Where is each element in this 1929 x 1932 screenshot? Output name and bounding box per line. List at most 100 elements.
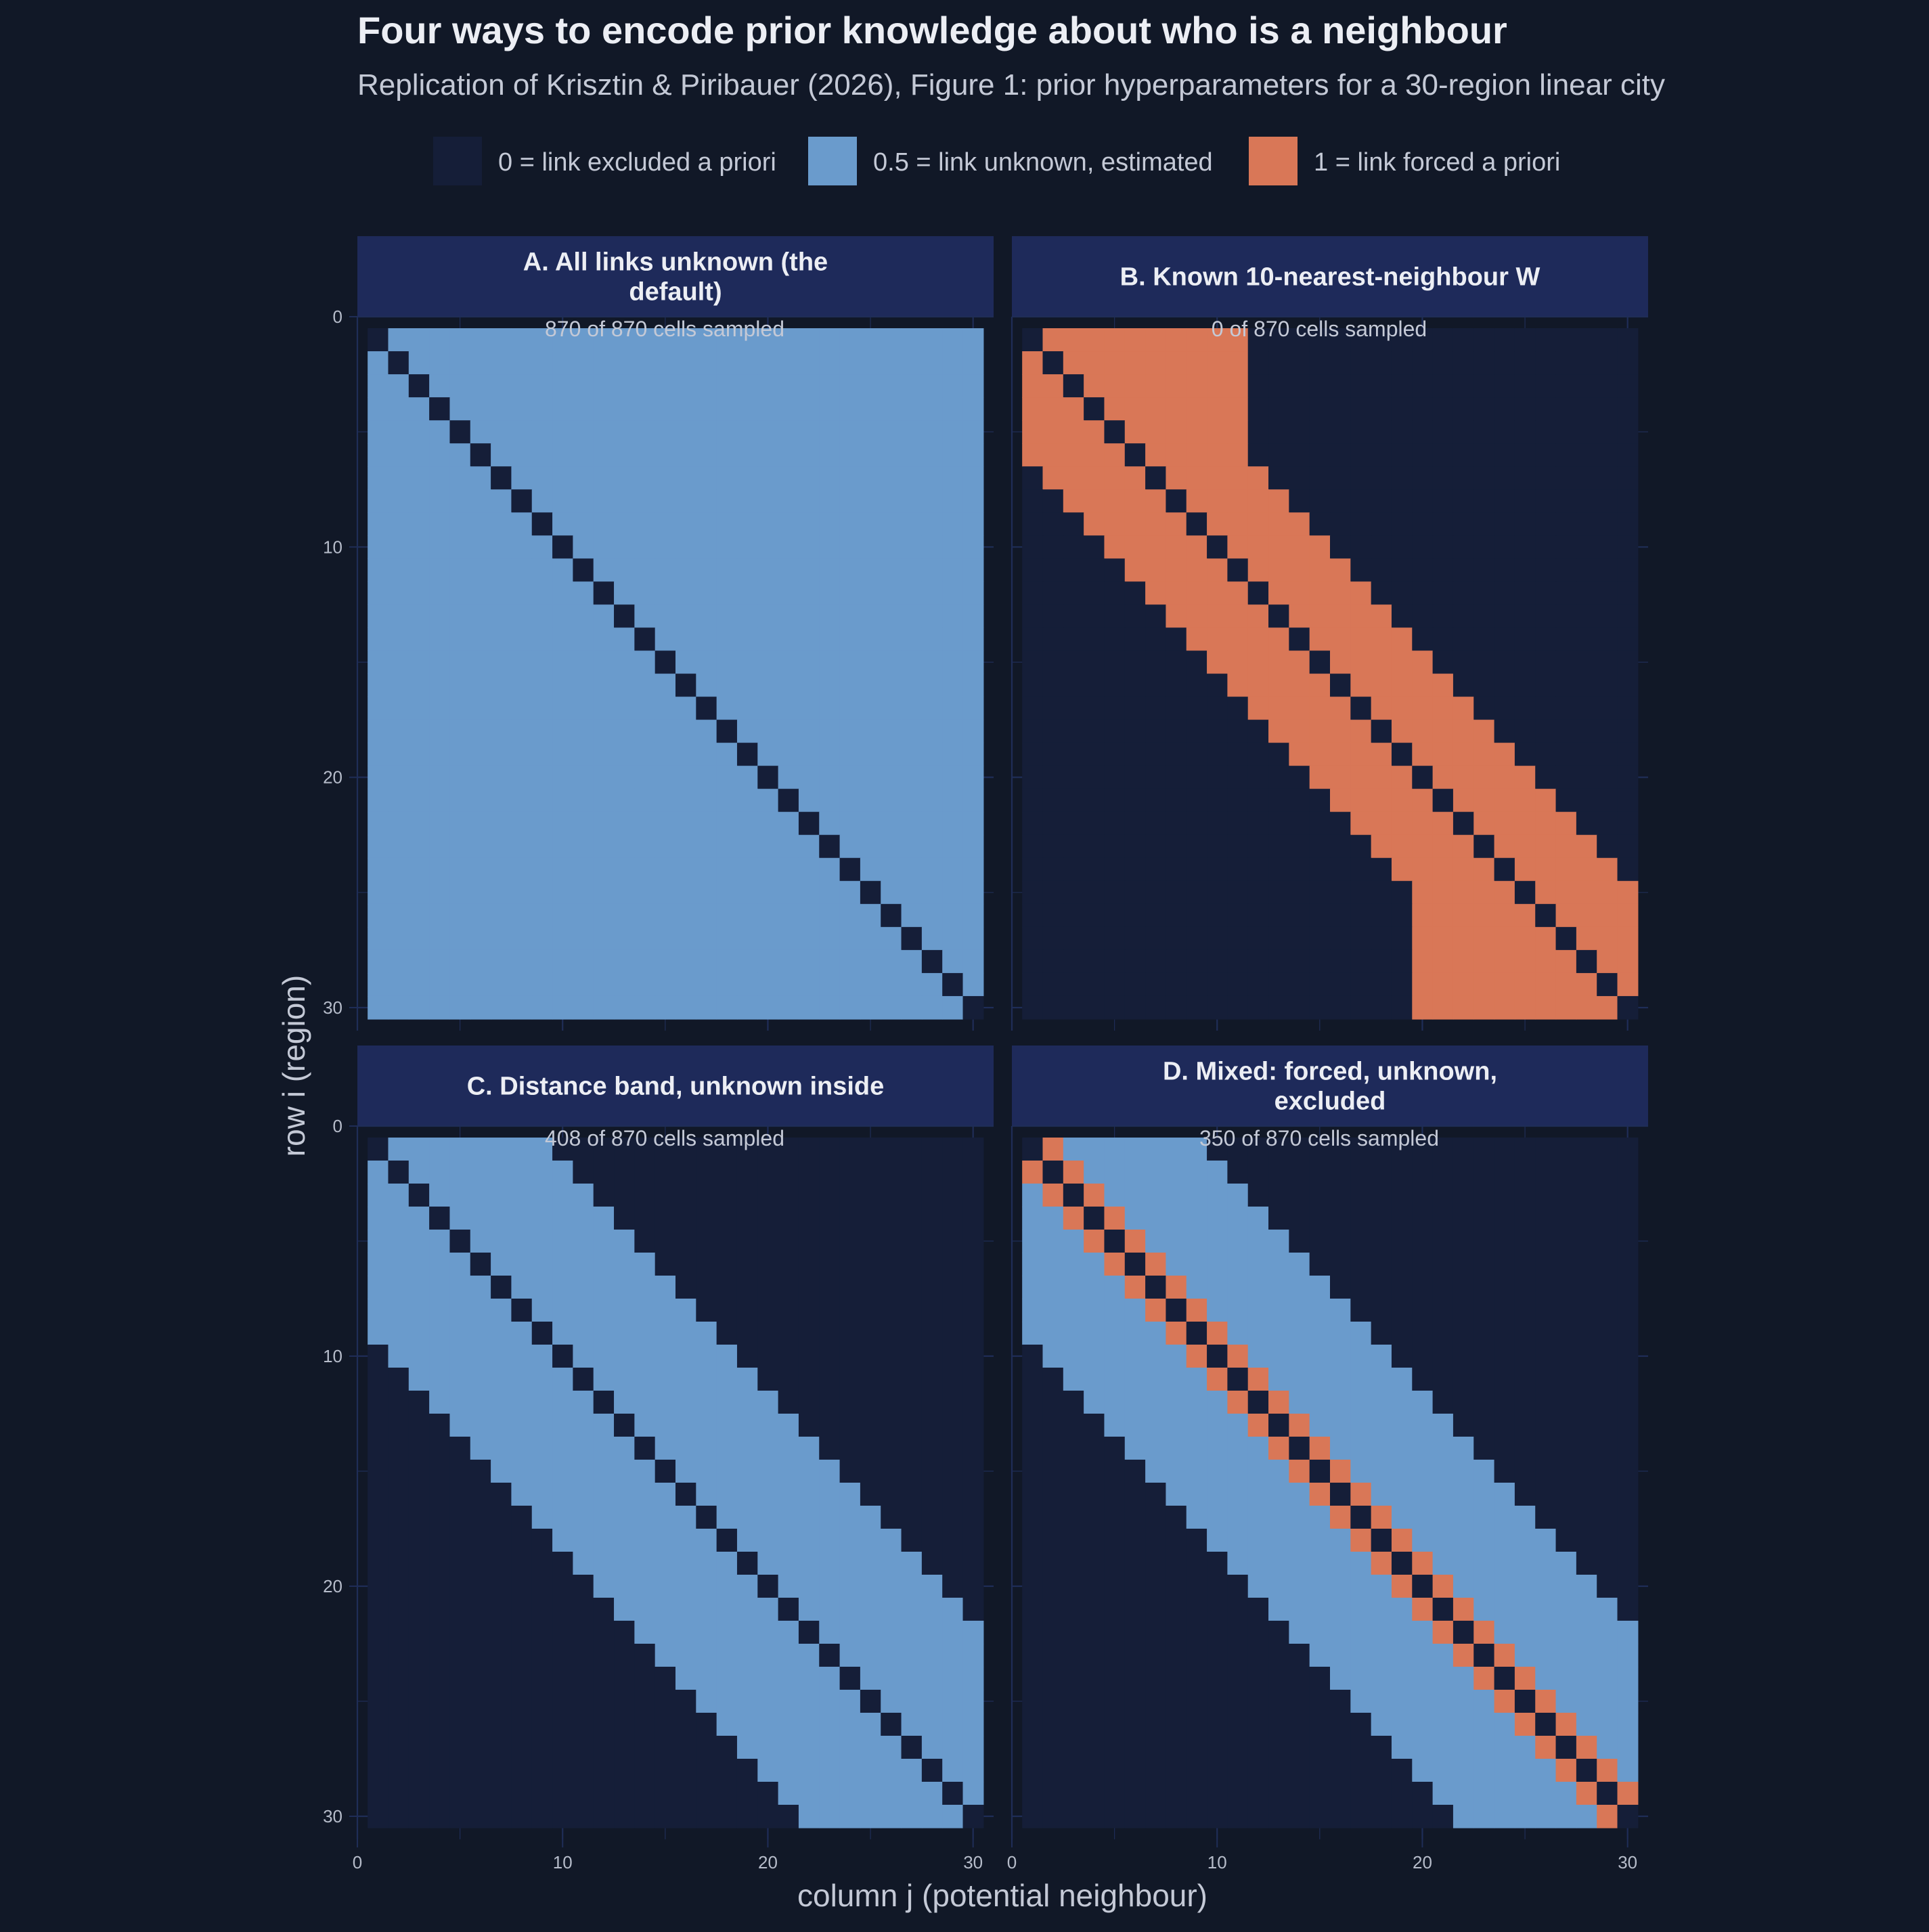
heatmap-cell: [368, 857, 389, 882]
heatmap-cell: [1022, 535, 1044, 559]
heatmap-cell: [716, 1713, 738, 1736]
heatmap-cell: [552, 926, 573, 951]
heatmap-cell: [778, 1506, 799, 1529]
heatmap-cell: [1084, 903, 1105, 928]
heatmap-cell: [1063, 926, 1084, 951]
heatmap-cell: [552, 788, 573, 813]
heatmap-cell: [1186, 673, 1207, 698]
heatmap-cell: [1535, 1736, 1557, 1759]
heatmap-cell: [1207, 1644, 1228, 1667]
heatmap-cell: [1207, 1414, 1228, 1437]
heatmap-cell: [1555, 926, 1577, 951]
heatmap-cell: [778, 512, 799, 536]
heatmap-cell: [388, 834, 409, 859]
heatmap-cell: [449, 1736, 471, 1759]
heatmap-cell: [491, 535, 512, 559]
heatmap-cell: [1391, 857, 1413, 882]
heatmap-cell: [942, 1713, 964, 1736]
heatmap-cell: [1555, 351, 1577, 375]
heatmap-cell: [634, 1782, 656, 1805]
heatmap-cell: [696, 1667, 717, 1690]
heatmap-cell: [1042, 1782, 1064, 1805]
heatmap-cell: [1247, 857, 1269, 882]
heatmap-cell: [1063, 489, 1084, 513]
heatmap-cell: [1104, 1207, 1126, 1230]
heatmap-cell: [1330, 1690, 1351, 1713]
heatmap-cell: [614, 1736, 635, 1759]
heatmap-cell: [1309, 1230, 1331, 1253]
heatmap-cell: [1063, 328, 1084, 352]
heatmap-cell: [1309, 1621, 1331, 1644]
heatmap-cell: [696, 1276, 717, 1299]
heatmap-cell: [1145, 1230, 1167, 1253]
heatmap-cell: [1247, 328, 1269, 352]
heatmap-cell: [368, 1529, 389, 1552]
heatmap-cell: [552, 1161, 573, 1184]
heatmap-cell: [942, 765, 964, 790]
heatmap-cell: [1289, 1782, 1310, 1805]
heatmap-cell: [470, 1161, 491, 1184]
heatmap-cell: [716, 443, 738, 467]
heatmap-cell: [368, 1322, 389, 1345]
heatmap-cell: [778, 1230, 799, 1253]
heatmap-cell: [716, 1529, 738, 1552]
heatmap-cell: [368, 1368, 389, 1391]
heatmap-cell: [1145, 719, 1167, 744]
heatmap-cell: [942, 742, 964, 767]
heatmap-cell: [798, 489, 820, 513]
heatmap-cell: [388, 558, 409, 582]
heatmap-cell: [1350, 1667, 1372, 1690]
heatmap-cell: [839, 696, 861, 721]
heatmap-cell: [470, 1506, 491, 1529]
heatmap-cell: [655, 1161, 676, 1184]
heatmap-cell: [491, 1805, 512, 1828]
heatmap-cell: [1514, 374, 1536, 398]
heatmap-cell: [798, 535, 820, 559]
heatmap-cell: [429, 558, 451, 582]
heatmap-cell: [1330, 1184, 1351, 1207]
heatmap-cell: [1330, 903, 1351, 928]
heatmap-cell: [1022, 489, 1044, 513]
heatmap-cell: [1473, 1414, 1495, 1437]
heatmap-cell: [1412, 834, 1434, 859]
heatmap-cell: [819, 1483, 841, 1506]
heatmap-cell: [1247, 1368, 1269, 1391]
heatmap-cell: [655, 1230, 676, 1253]
heatmap-cell: [368, 1483, 389, 1506]
heatmap-cell: [1124, 1253, 1146, 1276]
heatmap-cell: [1063, 1460, 1084, 1483]
heatmap-cell: [1371, 696, 1392, 721]
heatmap-cell: [614, 1483, 635, 1506]
heatmap-cell: [1391, 1483, 1413, 1506]
heatmap-cell: [1453, 696, 1474, 721]
heatmap-cell: [921, 1713, 943, 1736]
heatmap-cell: [901, 1598, 923, 1621]
heatmap-cell: [368, 673, 389, 698]
heatmap-cell: [1268, 1736, 1289, 1759]
heatmap-cell: [1104, 1529, 1126, 1552]
heatmap-cell: [1063, 627, 1084, 652]
heatmap-cell: [1350, 1598, 1372, 1621]
heatmap-cell: [1227, 765, 1249, 790]
heatmap-cell: [962, 1805, 984, 1828]
heatmap-cell: [1289, 1161, 1310, 1184]
heatmap-cell: [1124, 1529, 1146, 1552]
heatmap-cell: [1042, 627, 1064, 652]
heatmap-cell: [1535, 512, 1557, 536]
heatmap-cell: [942, 1506, 964, 1529]
heatmap-cell: [511, 420, 533, 444]
heatmap-cell: [552, 1207, 573, 1230]
heatmap-cell: [1432, 811, 1454, 836]
heatmap-cell: [1268, 1690, 1289, 1713]
heatmap-cell: [388, 1805, 409, 1828]
heatmap-cell: [860, 1437, 881, 1460]
heatmap-cell: [1391, 1460, 1413, 1483]
heatmap-cell: [1309, 857, 1331, 882]
heatmap-cell: [511, 1782, 533, 1805]
heatmap-cell: [1576, 1391, 1597, 1414]
heatmap-cell: [593, 857, 615, 882]
heatmap-cell: [1412, 1759, 1434, 1782]
heatmap-cell: [860, 880, 881, 905]
heatmap-cell: [778, 420, 799, 444]
heatmap-cell: [1412, 604, 1434, 629]
